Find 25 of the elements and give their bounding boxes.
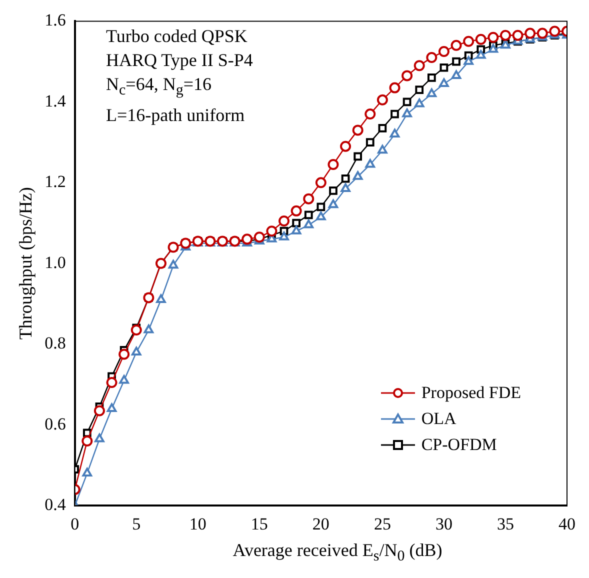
x-tick-label: 35 — [496, 514, 514, 534]
legend-label: CP-OFDM — [421, 434, 497, 456]
annotation: HARQ Type II S-P4 — [106, 49, 253, 72]
legend-label: Proposed FDE — [421, 382, 521, 404]
y-tick-label: 1.6 — [44, 10, 66, 30]
x-tick-label: 0 — [70, 514, 80, 534]
y-tick-label: 0.6 — [44, 414, 66, 434]
y-tick-label: 1.2 — [44, 172, 66, 192]
annotation: Turbo coded QPSK — [106, 25, 248, 48]
x-tick-label: 10 — [189, 514, 206, 534]
x-tick-label: 25 — [374, 514, 391, 534]
x-tick-label: 30 — [435, 514, 452, 534]
annotation: L=16-path uniform — [106, 104, 246, 127]
annotation: N$_{c}$=64, N$_{g}$=16 — [106, 73, 212, 101]
x-tick-label: 40 — [558, 514, 576, 534]
x-tick-label: 5 — [132, 514, 141, 534]
y-tick-label: 0.4 — [44, 495, 66, 514]
y-axis-title: Throughput (bps/Hz) — [16, 187, 36, 340]
y-tick-label: 1.4 — [44, 91, 66, 110]
y-tick-label: 1.0 — [44, 252, 66, 272]
legend-label: OLA — [421, 408, 456, 430]
y-tick-label: 0.8 — [44, 334, 66, 353]
x-tick-label: 15 — [250, 514, 268, 534]
x-axis-title: Average received E$_{s}$/N$_{0}$ (dB) — [232, 540, 444, 566]
x-tick-label: 20 — [312, 514, 330, 534]
